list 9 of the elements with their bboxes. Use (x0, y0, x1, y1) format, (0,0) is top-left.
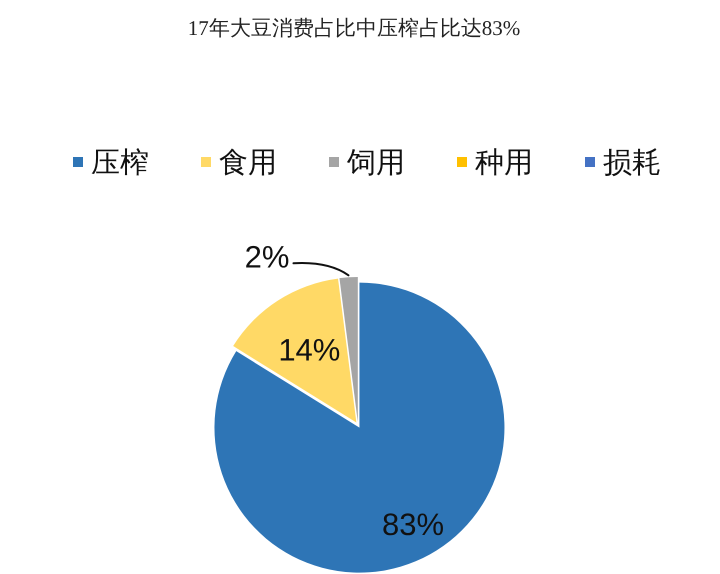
data-label: 83% (382, 506, 444, 542)
data-label: 14% (278, 332, 340, 368)
legend-label: 食用 (219, 147, 277, 179)
legend-label: 损耗 (603, 147, 661, 179)
data-label: 2% (244, 239, 290, 274)
legend-label: 压榨 (91, 147, 149, 179)
legend-label: 种用 (475, 147, 533, 179)
title: 17年大豆消费占比中压榨占比达83% (188, 16, 520, 40)
legend-label: 饲用 (347, 147, 405, 179)
